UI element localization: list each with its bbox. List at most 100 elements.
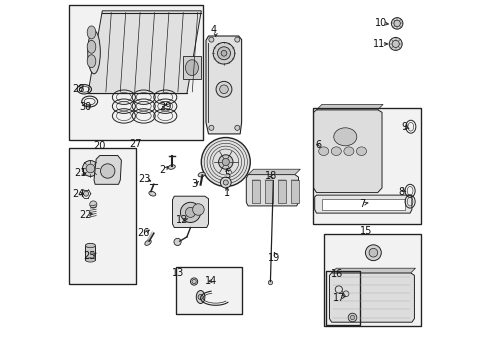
Text: 5: 5 — [224, 170, 230, 180]
Circle shape — [220, 177, 231, 188]
Circle shape — [393, 20, 400, 27]
Polygon shape — [313, 110, 381, 193]
Circle shape — [208, 37, 213, 42]
Circle shape — [83, 191, 88, 196]
Bar — [323, 234, 420, 326]
Ellipse shape — [144, 240, 151, 246]
Text: 20: 20 — [93, 141, 105, 151]
Text: 15: 15 — [359, 226, 371, 236]
Text: 9: 9 — [401, 122, 407, 132]
Ellipse shape — [343, 147, 353, 156]
Bar — [251, 180, 259, 203]
Circle shape — [101, 164, 115, 178]
Text: 29: 29 — [159, 102, 171, 112]
Bar — [325, 271, 360, 325]
Circle shape — [388, 37, 401, 50]
Bar — [69, 5, 203, 140]
Ellipse shape — [356, 147, 366, 156]
Bar — [85, 246, 95, 260]
Bar — [176, 267, 241, 314]
Bar — [69, 148, 136, 284]
Circle shape — [208, 125, 213, 130]
Circle shape — [365, 245, 381, 261]
Ellipse shape — [148, 191, 156, 196]
Ellipse shape — [87, 40, 96, 53]
Ellipse shape — [87, 31, 100, 74]
Text: 24: 24 — [72, 189, 84, 199]
Polygon shape — [205, 36, 241, 134]
Text: 21: 21 — [74, 168, 86, 178]
Text: 7: 7 — [359, 199, 365, 210]
Bar — [312, 108, 420, 224]
Text: 2: 2 — [159, 165, 165, 175]
Text: 22: 22 — [79, 210, 91, 220]
Circle shape — [201, 138, 250, 186]
Text: 18: 18 — [264, 171, 277, 181]
Text: 3: 3 — [191, 179, 197, 189]
Circle shape — [347, 313, 356, 322]
Circle shape — [390, 18, 402, 29]
Circle shape — [185, 207, 195, 217]
Text: 6: 6 — [315, 140, 321, 150]
Ellipse shape — [196, 291, 204, 303]
Polygon shape — [172, 196, 208, 228]
Bar — [291, 180, 299, 203]
Circle shape — [89, 201, 97, 208]
Polygon shape — [247, 169, 300, 175]
Ellipse shape — [85, 243, 95, 248]
Ellipse shape — [330, 147, 341, 156]
Text: 16: 16 — [330, 269, 343, 279]
Text: 8: 8 — [397, 186, 404, 197]
Circle shape — [192, 279, 196, 284]
Circle shape — [82, 161, 98, 176]
Text: 13: 13 — [172, 268, 184, 278]
Polygon shape — [331, 268, 415, 273]
Circle shape — [198, 294, 203, 300]
Polygon shape — [246, 175, 298, 206]
Circle shape — [219, 85, 228, 94]
Circle shape — [86, 164, 95, 173]
Ellipse shape — [87, 55, 96, 68]
Circle shape — [391, 40, 399, 48]
Text: 12: 12 — [176, 215, 188, 225]
Polygon shape — [316, 104, 382, 110]
Text: 27: 27 — [129, 139, 142, 149]
Circle shape — [223, 180, 228, 185]
Circle shape — [216, 81, 231, 97]
Text: 26: 26 — [137, 228, 149, 238]
Bar — [264, 180, 272, 203]
Bar — [325, 271, 360, 325]
Polygon shape — [329, 273, 413, 322]
Circle shape — [192, 204, 204, 215]
Text: 11: 11 — [372, 39, 385, 49]
Polygon shape — [321, 199, 404, 210]
Text: 10: 10 — [374, 18, 386, 28]
Circle shape — [180, 202, 200, 222]
Ellipse shape — [198, 172, 205, 177]
Polygon shape — [88, 11, 201, 94]
Bar — [176, 267, 241, 314]
Bar — [312, 108, 420, 224]
Circle shape — [174, 238, 181, 246]
Text: 30: 30 — [79, 102, 91, 112]
Ellipse shape — [168, 165, 175, 169]
Polygon shape — [314, 195, 411, 213]
Ellipse shape — [87, 26, 96, 39]
Ellipse shape — [318, 147, 328, 156]
Circle shape — [234, 37, 239, 42]
Circle shape — [368, 248, 377, 257]
Circle shape — [222, 158, 229, 166]
Bar — [69, 148, 136, 284]
Text: 1: 1 — [224, 188, 230, 198]
Bar — [323, 234, 420, 326]
Text: 28: 28 — [72, 84, 84, 94]
Text: 23: 23 — [138, 174, 150, 184]
Ellipse shape — [185, 60, 198, 76]
Text: 25: 25 — [83, 251, 96, 261]
Text: 14: 14 — [205, 276, 217, 286]
Circle shape — [221, 50, 226, 56]
Text: 17: 17 — [332, 293, 345, 303]
Circle shape — [349, 315, 354, 320]
Ellipse shape — [333, 128, 356, 146]
Circle shape — [217, 47, 230, 60]
